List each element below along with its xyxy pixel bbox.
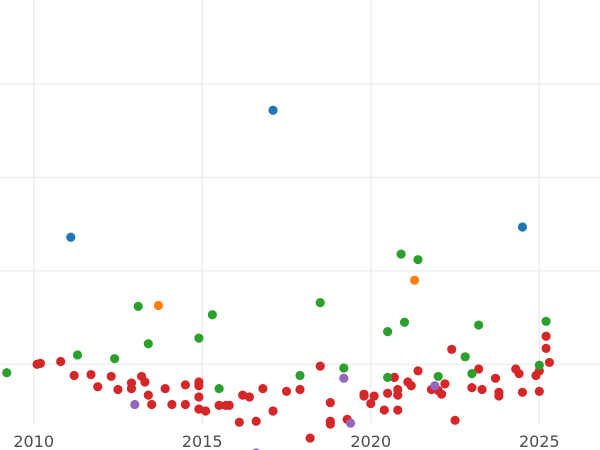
data-point	[494, 391, 504, 401]
data-point	[436, 389, 447, 399]
data-point	[440, 379, 450, 389]
data-point	[295, 384, 305, 395]
data-point	[383, 388, 393, 398]
data-point	[194, 392, 204, 402]
grid-lines	[0, 0, 600, 425]
data-point	[194, 381, 204, 391]
data-point	[93, 382, 103, 392]
data-point	[133, 301, 143, 311]
data-point	[406, 381, 416, 391]
data-point	[2, 368, 12, 378]
data-point	[153, 300, 164, 311]
data-point	[359, 391, 369, 401]
data-point	[410, 275, 420, 285]
data-point	[281, 386, 292, 396]
data-point	[295, 370, 305, 381]
data-point	[224, 400, 234, 410]
data-point	[180, 380, 190, 390]
data-point	[113, 384, 123, 395]
data-point	[393, 390, 403, 400]
data-point	[383, 326, 393, 337]
data-point	[214, 383, 224, 394]
data-point	[399, 317, 410, 327]
data-point	[467, 383, 477, 393]
data-point	[474, 320, 484, 330]
x-tick-label: 2025	[519, 432, 560, 450]
data-point	[325, 397, 335, 408]
data-point	[315, 361, 325, 371]
data-point	[106, 371, 116, 382]
data-point	[160, 383, 170, 394]
data-point	[430, 381, 440, 391]
data-point	[534, 386, 544, 396]
data-point	[325, 419, 335, 429]
data-point	[251, 416, 261, 426]
data-point	[110, 354, 120, 364]
data-point	[541, 343, 551, 354]
data-point	[147, 399, 157, 410]
data-point	[143, 339, 153, 349]
x-tick-label: 2010	[13, 432, 54, 450]
data-point	[234, 417, 244, 427]
data-point	[541, 316, 551, 326]
data-point	[126, 383, 137, 394]
data-point	[447, 344, 457, 354]
data-point	[130, 399, 140, 410]
data-point	[69, 370, 79, 381]
data-point	[490, 373, 501, 383]
data-point	[541, 331, 551, 341]
data-point	[389, 372, 399, 382]
x-tick-label: 2020	[350, 432, 391, 450]
data-point	[544, 357, 555, 368]
data-point	[514, 369, 524, 379]
data-point	[167, 399, 177, 410]
data-point	[369, 391, 379, 401]
data-point	[460, 352, 470, 362]
data-point	[305, 433, 315, 443]
data-point	[450, 415, 460, 425]
data-point	[413, 255, 423, 265]
data-point	[35, 358, 46, 368]
data-point	[315, 298, 325, 308]
data-point	[534, 360, 544, 370]
data-point	[201, 406, 211, 416]
data-point	[86, 369, 96, 380]
data-point	[379, 405, 389, 415]
data-point	[72, 350, 83, 360]
data-point	[366, 398, 376, 409]
x-tick-label: 2015	[182, 432, 223, 450]
data-point	[268, 105, 278, 115]
data-point	[258, 383, 268, 394]
data-point	[214, 400, 224, 410]
data-points	[2, 105, 555, 450]
data-point	[467, 369, 477, 379]
data-point	[66, 232, 76, 242]
data-point	[474, 364, 484, 374]
data-point	[56, 356, 66, 367]
data-point	[517, 222, 528, 232]
data-point	[143, 390, 153, 400]
data-point	[413, 366, 423, 376]
data-point	[244, 392, 255, 402]
data-point	[268, 406, 278, 416]
data-point	[393, 405, 403, 415]
data-point	[477, 384, 487, 395]
data-point	[194, 333, 204, 343]
data-point	[345, 418, 356, 428]
data-point	[433, 371, 443, 382]
data-point	[339, 373, 349, 383]
data-point	[517, 387, 528, 397]
data-point	[140, 377, 150, 387]
data-point	[396, 249, 406, 259]
data-point	[207, 310, 217, 320]
data-point	[339, 363, 349, 373]
x-axis-tick-labels: 2010 2015 2020 2025	[13, 432, 559, 450]
data-point	[383, 372, 393, 382]
data-point	[180, 399, 190, 410]
